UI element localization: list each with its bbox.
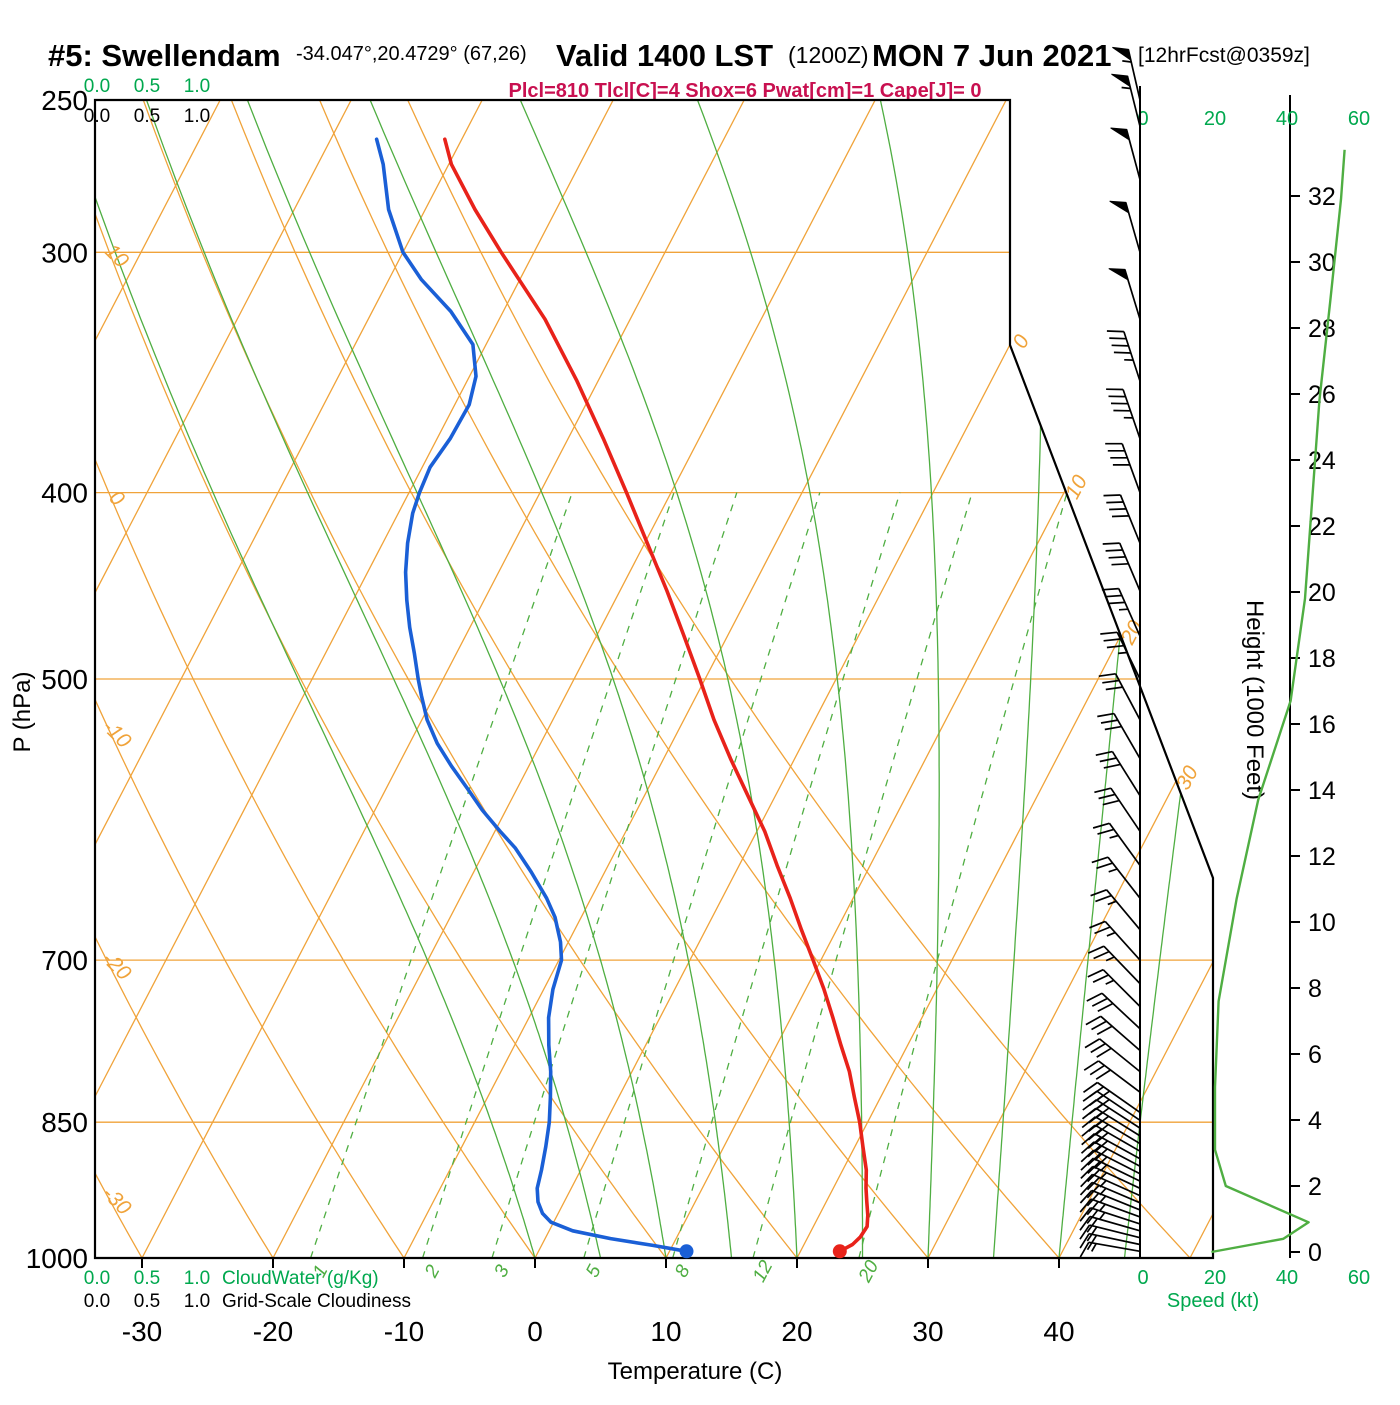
speed-tick-label: 60	[1348, 108, 1370, 130]
pressure-tick-label: 300	[41, 237, 88, 268]
height-tick-label: 2	[1308, 1173, 1322, 1201]
isotherm-line	[1190, 100, 1400, 1258]
height-tick-label: 20	[1308, 579, 1336, 607]
pressure-tick-label: 500	[41, 664, 88, 695]
height-tick-label: 16	[1308, 711, 1336, 739]
height-tick-label: 14	[1308, 777, 1336, 805]
mixing-ratio-label: 5	[582, 1261, 606, 1281]
forecast-tag: [12hrFcst@0359z]	[1138, 44, 1310, 67]
speed-tick-label: 20	[1204, 108, 1226, 130]
cloud-scale-label: 0.5	[134, 76, 160, 97]
speed-tick-label: 40	[1276, 1267, 1298, 1289]
pressure-tick-label: 250	[41, 85, 88, 116]
speed-tick-label: 20	[1204, 1267, 1226, 1289]
temp-tick-label: -10	[384, 1316, 424, 1347]
cloudwater-label: CloudWater (g/Kg)	[222, 1268, 379, 1289]
height-tick-label: 8	[1308, 975, 1322, 1003]
pressure-tick-label: 700	[41, 945, 88, 976]
cloud-scale-label: 0.5	[134, 1268, 160, 1289]
height-tick-label: 12	[1308, 843, 1336, 871]
valid-date: MON 7 Jun 2021	[872, 38, 1111, 73]
cloud-scale-label: 0.5	[134, 106, 160, 127]
temp-tick-label: -30	[122, 1316, 162, 1347]
mixing-ratio-label: 20	[854, 1257, 883, 1287]
wind-barb	[1099, 674, 1140, 720]
wind-barbs	[1080, 47, 1140, 1258]
height-tick-label: 6	[1308, 1041, 1322, 1069]
height-tick-label: 32	[1308, 183, 1336, 211]
mixing-ratio-label: 12	[749, 1257, 778, 1286]
dry-adiabat-label: 10	[100, 240, 133, 273]
valid-zulu: (1200Z)	[788, 42, 869, 68]
station-title: #5: Swellendam	[48, 38, 281, 73]
mixing-ratio-line	[859, 493, 1067, 1258]
cloud-scale-label: 1.0	[184, 1268, 210, 1289]
isotherm-label: 20	[1116, 617, 1148, 650]
temp-tick-label: 40	[1043, 1316, 1074, 1347]
wind-barb	[1084, 1083, 1141, 1113]
wind-barb	[1105, 444, 1140, 493]
speed-tick-label: 60	[1348, 1267, 1370, 1289]
wind-barb	[1103, 543, 1140, 591]
temp-tick-label: 10	[650, 1316, 681, 1347]
mixing-ratio-label: 3	[490, 1261, 514, 1281]
height-tick-label: 30	[1308, 249, 1336, 277]
mixing-ratio-label: 8	[671, 1261, 695, 1281]
valid-time: Valid 1400 LST	[556, 38, 773, 73]
cloud-scale-label: 0.0	[84, 1268, 110, 1289]
dry-adiabat-label: -10	[98, 715, 136, 753]
station-coords: -34.047°,20.4729° (67,26)	[296, 43, 527, 65]
cloud-scale-label: 1.0	[184, 76, 210, 97]
wind-barb	[1110, 201, 1140, 252]
mixing-ratio-label: 2	[421, 1261, 445, 1281]
temp-tick-label: 20	[781, 1316, 812, 1347]
wind-barb	[1106, 389, 1140, 439]
cloud-scale-label: 1.0	[184, 1291, 210, 1312]
speed-tick-label: 0	[1137, 1267, 1148, 1289]
dewpoint-start-dot	[680, 1244, 694, 1258]
height-tick-label: 18	[1308, 645, 1336, 673]
wind-barb	[1107, 331, 1140, 381]
wind-barb	[1089, 921, 1140, 960]
speed-axis-title: Speed (kt)	[1167, 1290, 1259, 1312]
temperature-start-dot	[833, 1244, 847, 1258]
mixing-ratio-line	[492, 493, 737, 1258]
wind-barb	[1097, 714, 1140, 759]
temp-tick-label: 0	[527, 1316, 543, 1347]
isotherm-label: 30	[1172, 762, 1203, 794]
wind-barb	[1096, 752, 1140, 796]
cloudiness-label: Grid-Scale Cloudiness	[222, 1291, 411, 1312]
mixing-ratio-line	[423, 493, 674, 1258]
temp-tick-label: 30	[912, 1316, 943, 1347]
speed-tick-label: 40	[1276, 108, 1298, 130]
wind-barb	[1109, 269, 1140, 320]
dewpoint-curve	[377, 139, 687, 1251]
wind-barb	[1104, 495, 1141, 543]
cloud-scale-label: 0.0	[84, 1291, 110, 1312]
pressure-tick-label: 850	[41, 1107, 88, 1138]
mixing-ratio-line	[673, 493, 900, 1258]
cloud-scale-label: 0.0	[84, 76, 110, 97]
cloud-scale-label: 1.0	[184, 106, 210, 127]
height-tick-label: 24	[1308, 447, 1336, 475]
height-tick-label: 4	[1308, 1107, 1322, 1135]
cloud-scale-label: 0.5	[134, 1291, 160, 1312]
wind-barb	[1111, 128, 1140, 180]
height-tick-label: 10	[1308, 909, 1336, 937]
pressure-tick-label: 400	[41, 478, 88, 509]
pressure-axis-title: P (hPa)	[9, 672, 36, 753]
indices-line: Plcl=810 Tlcl[C]=4 Shox=6 Pwat[cm]=1 Cap…	[509, 80, 982, 102]
height-axis-title: Height (1000 Feet)	[1241, 600, 1268, 800]
height-tick-label: 28	[1308, 315, 1336, 343]
cloud-scale-label: 0.0	[84, 106, 110, 127]
wind-barb	[1080, 1242, 1140, 1257]
height-tick-label: 22	[1308, 513, 1336, 541]
pressure-tick-label: 1000	[26, 1243, 88, 1274]
height-tick-label: 0	[1308, 1239, 1322, 1267]
temp-tick-label: -20	[253, 1316, 293, 1347]
temp-axis-title: Temperature (C)	[608, 1358, 783, 1385]
wind-barb	[1112, 47, 1140, 100]
